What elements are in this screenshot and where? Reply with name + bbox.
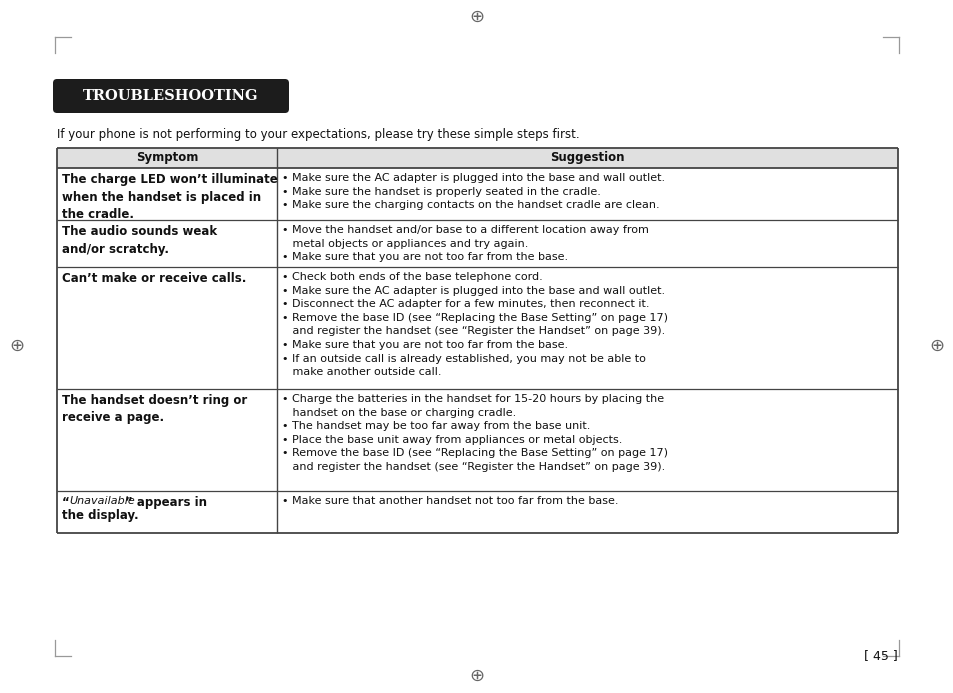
Text: ⊕: ⊕ xyxy=(10,337,25,355)
Text: The audio sounds weak
and/or scratchy.: The audio sounds weak and/or scratchy. xyxy=(62,225,217,256)
Text: Can’t make or receive calls.: Can’t make or receive calls. xyxy=(62,272,246,285)
Text: ” appears in: ” appears in xyxy=(125,496,207,509)
Text: The charge LED won’t illuminate
when the handset is placed in
the cradle.: The charge LED won’t illuminate when the… xyxy=(62,173,277,221)
Text: [ 45 ]: [ 45 ] xyxy=(863,649,897,663)
Text: If your phone is not performing to your expectations, please try these simple st: If your phone is not performing to your … xyxy=(57,128,579,141)
Text: ⊕: ⊕ xyxy=(928,337,943,355)
Text: the display.: the display. xyxy=(62,509,138,522)
Text: ⊕: ⊕ xyxy=(469,667,484,685)
Text: • Check both ends of the base telephone cord.
• Make sure the AC adapter is plug: • Check both ends of the base telephone … xyxy=(282,272,667,377)
Text: • Make sure the AC adapter is plugged into the base and wall outlet.
• Make sure: • Make sure the AC adapter is plugged in… xyxy=(282,173,664,210)
Text: ⊕: ⊕ xyxy=(469,8,484,26)
Text: “: “ xyxy=(62,496,70,509)
Text: TROUBLESHOOTING: TROUBLESHOOTING xyxy=(83,89,258,103)
Text: The handset doesn’t ring or
receive a page.: The handset doesn’t ring or receive a pa… xyxy=(62,394,247,425)
FancyBboxPatch shape xyxy=(53,79,289,113)
Text: • Move the handset and/or base to a different location away from
   metal object: • Move the handset and/or base to a diff… xyxy=(282,225,648,262)
Bar xyxy=(57,148,897,168)
Text: • Make sure that another handset not too far from the base.: • Make sure that another handset not too… xyxy=(282,496,618,506)
Text: • Charge the batteries in the handset for 15-20 hours by placing the
   handset : • Charge the batteries in the handset fo… xyxy=(282,394,667,472)
Text: Suggestion: Suggestion xyxy=(550,152,624,164)
Text: Symptom: Symptom xyxy=(135,152,198,164)
Text: Unavailable: Unavailable xyxy=(69,496,134,506)
